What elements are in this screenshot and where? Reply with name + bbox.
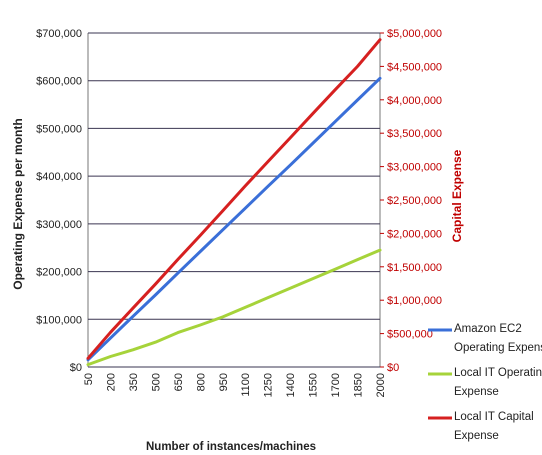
- series-line-2: [86, 248, 382, 367]
- right-tick-label: $3,000,000: [387, 162, 442, 174]
- x-tick-label: 800: [195, 373, 207, 391]
- right-tick-label: $2,000,000: [387, 228, 442, 240]
- right-tick-label: $4,500,000: [387, 61, 442, 73]
- right-tick-label: $0: [387, 362, 399, 374]
- series-line-3: [86, 38, 382, 360]
- x-tick-label: 1850: [353, 373, 365, 397]
- left-tick-label: $0: [70, 362, 82, 374]
- left-tick-label: $700,000: [36, 28, 82, 40]
- left-tick-label: $600,000: [36, 76, 82, 88]
- x-tick-label: 1400: [285, 373, 297, 397]
- x-axis-ticks: 50 200 350 500 650 800 950 1100 1250 1400 1550 1700…: [83, 373, 387, 397]
- x-tick-label: 50: [83, 373, 95, 385]
- right-tick-label: $1,000,000: [387, 295, 442, 307]
- x-axis-title: Number of instances/machines: [146, 441, 316, 453]
- legend-entry: Local IT Operating Expense: [454, 367, 542, 398]
- right-axis-title: Capital Expense: [450, 149, 464, 242]
- x-tick-label: 650: [173, 373, 185, 391]
- series-layer: [86, 38, 382, 367]
- gridlines: [88, 32, 380, 368]
- right-tick-label: $2,500,000: [387, 195, 442, 207]
- left-axis-title: Operating Expense per month: [11, 118, 25, 289]
- right-tick-label: $500,000: [387, 329, 433, 341]
- x-tick-label: 2000: [375, 373, 387, 397]
- x-tick-label: 500: [150, 373, 162, 391]
- left-tick-label: $500,000: [36, 123, 82, 135]
- left-axis-ticks: $0 $100,000 $200,000 $300,000 $400,000 $500,0…: [36, 28, 82, 374]
- right-tick-label: $4,000,000: [387, 95, 442, 107]
- x-tick-label: 1250: [263, 373, 275, 397]
- x-tick-label: 350: [128, 373, 140, 391]
- left-tick-label: $100,000: [36, 314, 82, 326]
- left-tick-label: $400,000: [36, 171, 82, 183]
- x-tick-label: 1700: [330, 373, 342, 397]
- legend-entry: Local IT Capital Expense: [454, 411, 534, 442]
- series-line-1: [86, 76, 382, 362]
- x-tick-label: 950: [218, 373, 230, 391]
- left-tick-label: $300,000: [36, 219, 82, 231]
- left-tick-label: $200,000: [36, 267, 82, 279]
- x-tick-label: 200: [105, 373, 117, 391]
- right-axis-ticks: $0 $500,000 $1,000,000 $1,500,000 $2,000,000…: [380, 28, 442, 374]
- right-tick-label: $3,500,000: [387, 128, 442, 140]
- x-tick-label: 1100: [240, 373, 252, 397]
- right-tick-label: $1,500,000: [387, 262, 442, 274]
- right-tick-label: $5,000,000: [387, 28, 442, 40]
- x-tick-label: 1550: [308, 373, 320, 397]
